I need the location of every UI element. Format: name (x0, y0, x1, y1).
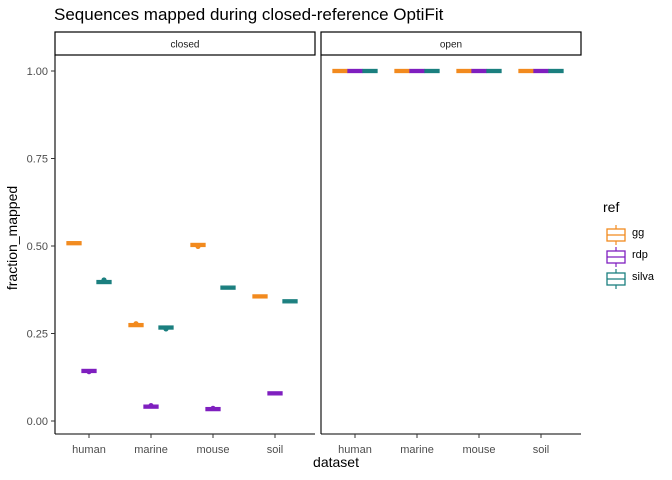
x-tick-label: human (338, 444, 372, 456)
outlier-point-silva-marine (163, 326, 169, 332)
y-tick-label: 1.00 (27, 66, 48, 78)
legend-item-rdp: rdp (604, 246, 672, 268)
facet-label-closed: closed (171, 40, 200, 51)
x-tick-label: soil (533, 444, 550, 456)
legend-title: ref (603, 199, 620, 215)
outlier-point-silva-human (101, 277, 107, 283)
facet-strip-open (320, 31, 582, 56)
legend-key-rdp (606, 247, 626, 267)
chart-title: Sequences mapped during closed-reference… (54, 5, 444, 24)
legend-item-gg: gg (604, 224, 672, 246)
y-tick-label: 0.25 (27, 329, 48, 341)
outlier-point-rdp-human (86, 369, 92, 375)
legend-label-rdp: rdp (632, 249, 648, 261)
legend-label-silva: silva (632, 271, 655, 283)
y-tick-label: 0.50 (27, 241, 48, 253)
y-tick-label: 0.00 (27, 416, 48, 428)
legend-key-gg (606, 225, 626, 245)
x-tick-label: marine (134, 444, 168, 456)
outlier-point-gg-mouse (195, 243, 201, 249)
y-axis-label: fraction_mapped (4, 185, 20, 291)
outlier-point-rdp-marine (148, 403, 154, 409)
y-tick-label: 0.75 (27, 154, 48, 166)
legend-label-gg: gg (632, 227, 645, 239)
x-tick-label: soil (267, 444, 284, 456)
facet-strip-closed (54, 31, 316, 56)
x-tick-label: mouse (196, 444, 229, 456)
x-tick-label: human (72, 444, 106, 456)
x-axis-label: dataset (313, 454, 359, 470)
x-tick-label: marine (400, 444, 434, 456)
outlier-point-gg-marine (133, 321, 139, 327)
facet-label-open: open (440, 40, 462, 51)
legend-item-silva: silva (604, 268, 672, 290)
outlier-point-rdp-mouse (210, 405, 216, 411)
x-tick-label: mouse (462, 444, 495, 456)
legend-key-silva (606, 269, 626, 289)
